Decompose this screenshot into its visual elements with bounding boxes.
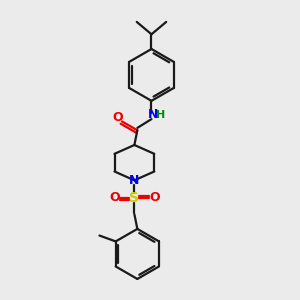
Text: O: O: [112, 111, 123, 124]
Text: S: S: [129, 191, 140, 205]
Text: O: O: [109, 191, 120, 205]
Text: N: N: [148, 109, 158, 122]
Text: N: N: [129, 174, 140, 187]
Text: H: H: [156, 110, 165, 120]
Text: O: O: [149, 191, 160, 205]
